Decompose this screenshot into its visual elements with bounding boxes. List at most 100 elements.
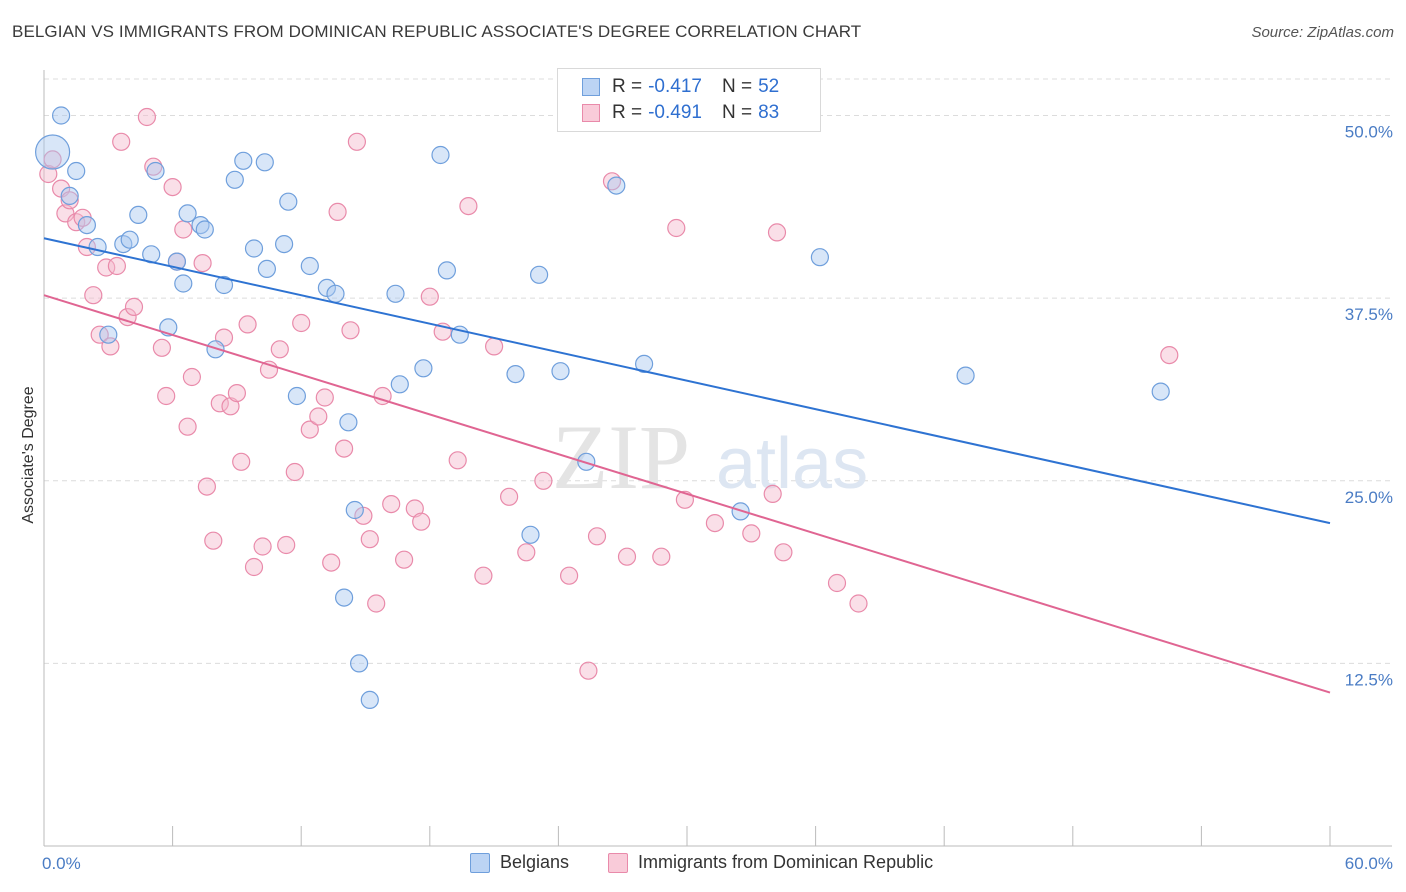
x-tick-label: 60.0% bbox=[1345, 854, 1393, 873]
dominican-point bbox=[517, 543, 536, 562]
belgian-point bbox=[129, 205, 148, 224]
belgian-point bbox=[279, 192, 298, 211]
dominican-point bbox=[763, 484, 782, 503]
dominican-point bbox=[652, 547, 671, 566]
belgian-point bbox=[300, 256, 319, 276]
dominican-point bbox=[335, 439, 354, 458]
legend-item-belgians[interactable]: Belgians bbox=[470, 852, 569, 873]
dominican-point bbox=[500, 487, 519, 506]
dominican-point bbox=[534, 471, 553, 490]
dominican-point bbox=[292, 313, 311, 333]
axes bbox=[43, 70, 1392, 847]
belgian-point bbox=[390, 375, 409, 394]
dominican-point bbox=[742, 524, 761, 543]
dominican-point bbox=[705, 513, 725, 533]
legend-n-label: N = bbox=[721, 102, 753, 123]
dominican-point bbox=[774, 543, 793, 562]
dominican-point bbox=[101, 337, 120, 356]
dominican-point bbox=[767, 223, 787, 242]
belgian-point bbox=[34, 134, 71, 170]
dominican-point bbox=[84, 286, 103, 305]
belgian-point bbox=[255, 153, 274, 172]
dominican-point bbox=[197, 477, 216, 496]
dominican-point bbox=[395, 550, 414, 569]
dominican-point bbox=[152, 338, 171, 357]
belgian-point bbox=[360, 690, 379, 710]
belgian-point bbox=[120, 230, 139, 249]
dominican-point bbox=[39, 164, 58, 184]
belgian-point bbox=[414, 359, 433, 378]
dominican-point bbox=[448, 451, 467, 470]
watermark-zip: ZIP bbox=[552, 406, 690, 508]
belgian-point bbox=[257, 259, 276, 278]
dominican-point bbox=[60, 191, 79, 210]
dominican-point bbox=[238, 315, 257, 334]
belgian-point bbox=[350, 654, 369, 673]
dominican-point bbox=[315, 388, 334, 407]
legend-n-value: 83 bbox=[758, 102, 780, 123]
dominican-point bbox=[204, 531, 223, 550]
belgian-point bbox=[77, 216, 97, 235]
dominican-point bbox=[182, 367, 201, 387]
dominican-point bbox=[382, 495, 401, 514]
dominican-point bbox=[124, 297, 144, 316]
chart-title: BELGIAN VS IMMIGRANTS FROM DOMINICAN REP… bbox=[12, 22, 862, 41]
y-tick-labels: 12.5% 25.0% 37.5% 50.0% bbox=[1345, 123, 1393, 690]
dominican-point bbox=[232, 452, 251, 471]
legend-r-value: -0.491 bbox=[648, 102, 702, 123]
legend-item-dominican[interactable]: Immigrants from Dominican Republic bbox=[608, 852, 933, 873]
legend-row-belgians: R = -0.417 N = 52 bbox=[582, 75, 779, 99]
dominican-point bbox=[412, 512, 431, 531]
dominican-point bbox=[277, 535, 296, 555]
legend-n-value: 52 bbox=[758, 76, 780, 97]
belgian-point bbox=[956, 366, 975, 385]
legend-swatch-blue bbox=[582, 78, 600, 96]
dominican-point bbox=[579, 661, 598, 680]
belgian-point bbox=[88, 237, 107, 257]
dominican-point bbox=[420, 287, 439, 306]
belgian-point bbox=[1151, 382, 1170, 401]
dominican-point bbox=[43, 150, 62, 169]
belgian-point bbox=[174, 274, 193, 293]
legend-r-label: R = bbox=[612, 76, 643, 97]
dominican-point bbox=[210, 394, 229, 413]
dominican-point bbox=[300, 420, 319, 439]
legend-n-label: N = bbox=[721, 76, 753, 97]
dominican-point bbox=[1160, 346, 1179, 365]
dominican-point bbox=[157, 386, 176, 406]
dominican-point bbox=[193, 254, 212, 273]
dominican-point bbox=[617, 547, 637, 566]
dominican-point bbox=[112, 132, 131, 151]
y-tick-label: 37.5% bbox=[1345, 305, 1393, 324]
y-tick-label: 50.0% bbox=[1345, 123, 1393, 142]
belgian-point bbox=[521, 525, 540, 544]
belgian-point bbox=[335, 588, 354, 607]
belgian-point bbox=[431, 145, 450, 165]
series-belgians bbox=[34, 106, 1170, 710]
belgian-point bbox=[206, 340, 225, 359]
y-axis-title: Associate's Degree bbox=[20, 386, 37, 523]
dominican-point bbox=[849, 594, 868, 613]
belgian-point bbox=[234, 151, 253, 170]
belgian-point bbox=[178, 204, 197, 223]
source-label: Source: ZipAtlas.com bbox=[1251, 24, 1394, 41]
y-tick-label: 12.5% bbox=[1345, 670, 1393, 689]
legend-swatch-pink bbox=[608, 852, 628, 873]
dominican-point bbox=[474, 566, 493, 585]
watermark-atlas: atlas bbox=[716, 424, 868, 504]
belgian-point bbox=[60, 186, 79, 205]
x-tick-label: 0.0% bbox=[42, 854, 81, 873]
dominican-point bbox=[347, 132, 366, 151]
belgian-point bbox=[386, 284, 405, 303]
dominican-point bbox=[309, 407, 328, 426]
dominican-point bbox=[270, 340, 289, 359]
dominican-point bbox=[360, 530, 379, 549]
legend-r-label: R = bbox=[612, 102, 643, 123]
dominican-point bbox=[341, 321, 360, 340]
dominican-point bbox=[178, 417, 197, 436]
series-immigrants-dominican-republic bbox=[39, 107, 1179, 680]
dominican-point bbox=[244, 557, 264, 577]
belgian-point bbox=[287, 386, 306, 406]
legend-swatch-blue bbox=[470, 852, 490, 873]
